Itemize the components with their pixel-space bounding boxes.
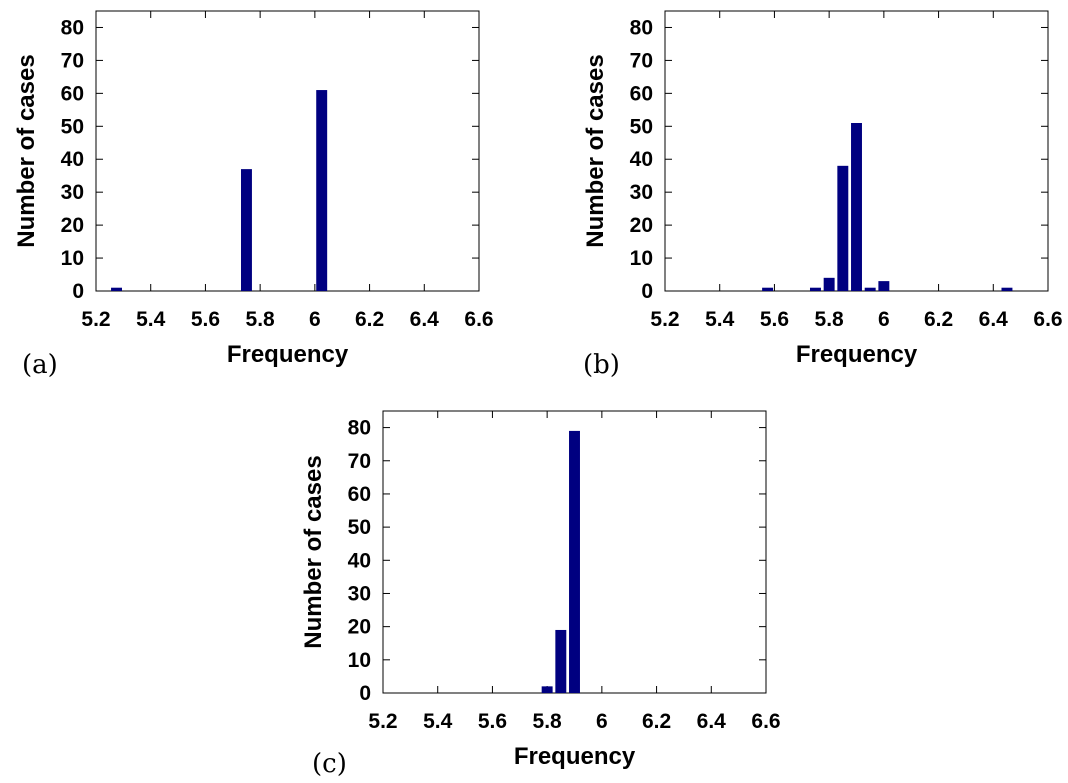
y-tick-label: 40 — [61, 148, 84, 171]
y-tick-label: 20 — [348, 616, 371, 639]
y-tick-label: 30 — [348, 582, 371, 605]
bar-a-0 — [111, 287, 122, 291]
y-tick-label: 50 — [348, 516, 371, 539]
bar-b-7 — [1001, 287, 1013, 291]
y-tick-label: 80 — [348, 417, 371, 440]
y-tick-label: 30 — [61, 181, 84, 204]
bar-b-2 — [823, 277, 835, 291]
x-tick-label: 5.6 — [760, 308, 789, 331]
x-tick-label: 5.2 — [368, 710, 397, 733]
bar-b-1 — [809, 287, 821, 291]
y-tick-label: 20 — [61, 214, 84, 237]
y-tick-label: 10 — [61, 247, 84, 270]
y-axis-label: Number of cases — [582, 54, 609, 247]
y-tick-label: 70 — [61, 49, 84, 72]
x-tick-label: 6.2 — [642, 710, 671, 733]
x-tick-label: 5.8 — [815, 308, 845, 331]
plot-frame-a — [95, 10, 480, 292]
x-tick-label: 5.4 — [423, 710, 453, 733]
x-tick-label: 5.4 — [136, 308, 166, 331]
x-axis-label: Frequency — [514, 743, 636, 770]
panel-label-b: (b) — [583, 350, 620, 380]
bar-a-2 — [316, 90, 328, 291]
bar-b-0 — [762, 287, 774, 291]
x-tick-label: 6.4 — [697, 710, 727, 733]
x-tick-label: 5.8 — [533, 710, 563, 733]
bar-a-1 — [240, 169, 252, 291]
bar-b-6 — [878, 281, 890, 291]
bar-b-3 — [837, 165, 849, 291]
x-tick-label: 5.2 — [81, 308, 110, 331]
x-tick-label: 6.4 — [410, 308, 440, 331]
x-tick-label: 6.6 — [1033, 308, 1062, 331]
chart-b-svg: 0 10 20 30 40 50 60 70 80 5.2 5.4 5.6 5.8 6 6.2 6.4 6.6 F… — [582, 10, 1063, 380]
y-tick-label: 10 — [348, 649, 371, 672]
y-tick-label: 40 — [630, 148, 653, 171]
y-tick-label: 60 — [348, 483, 371, 506]
x-tick-label: 6.2 — [355, 308, 384, 331]
x-tick-label: 5.8 — [246, 308, 276, 331]
y-tick-label: 80 — [61, 16, 84, 39]
chart-panel-a: 0 10 20 30 40 50 60 70 80 5.2 5.4 5.6 5.8 6 6.2 6.4 6.6 F… — [0, 0, 520, 400]
x-tick-label: 6.6 — [751, 710, 780, 733]
y-tick-label: 50 — [630, 115, 653, 138]
y-tick-label: 20 — [630, 214, 653, 237]
y-tick-label: 70 — [348, 450, 371, 473]
x-tick-label: 6.6 — [464, 308, 493, 331]
y-tick-label: 0 — [359, 682, 371, 705]
x-axis-label: Frequency — [227, 341, 349, 368]
y-tick-label: 60 — [61, 82, 84, 105]
chart-panel-c: 0 10 20 30 40 50 60 70 80 5.2 5.4 5.6 5.8 6 6.2 6.4 6.6 F… — [285, 400, 805, 783]
y-tick-label: 50 — [61, 115, 84, 138]
y-tick-label: 80 — [630, 16, 653, 39]
panel-label-a: (a) — [22, 350, 58, 380]
y-tick-label: 60 — [630, 82, 653, 105]
y-tick-label: 10 — [630, 247, 653, 270]
x-tick-label: 5.2 — [650, 308, 679, 331]
chart-c-svg: 0 10 20 30 40 50 60 70 80 5.2 5.4 5.6 5.8 6 6.2 6.4 6.6 F… — [300, 410, 781, 779]
y-axis-label: Number of cases — [300, 455, 327, 648]
y-tick-label: 0 — [72, 280, 84, 303]
x-tick-label: 6.4 — [979, 308, 1009, 331]
bar-c-2 — [569, 430, 580, 693]
y-tick-label: 0 — [641, 280, 653, 303]
chart-a-svg: 0 10 20 30 40 50 60 70 80 5.2 5.4 5.6 5.8 6 6.2 6.4 6.6 F… — [13, 10, 494, 380]
x-axis-label: Frequency — [796, 341, 918, 368]
y-axis-label: Number of cases — [13, 54, 40, 247]
y-tick-label: 70 — [630, 49, 653, 72]
bar-c-0 — [541, 686, 553, 693]
chart-panel-b: 0 10 20 30 40 50 60 70 80 5.2 5.4 5.6 5.8 6 6.2 6.4 6.6 F… — [568, 0, 1068, 400]
x-tick-label: 6.2 — [924, 308, 953, 331]
x-tick-label: 6 — [878, 308, 890, 331]
bar-b-4 — [851, 123, 862, 291]
x-tick-label: 6 — [309, 308, 321, 331]
bar-b-5 — [864, 287, 876, 291]
x-tick-label: 5.6 — [191, 308, 220, 331]
x-tick-label: 5.6 — [478, 710, 507, 733]
x-tick-label: 5.4 — [705, 308, 735, 331]
y-tick-label: 40 — [348, 549, 371, 572]
bar-c-1 — [555, 629, 567, 693]
x-tick-label: 6 — [596, 710, 608, 733]
panel-label-c: (c) — [312, 749, 347, 778]
y-tick-label: 30 — [630, 181, 653, 204]
